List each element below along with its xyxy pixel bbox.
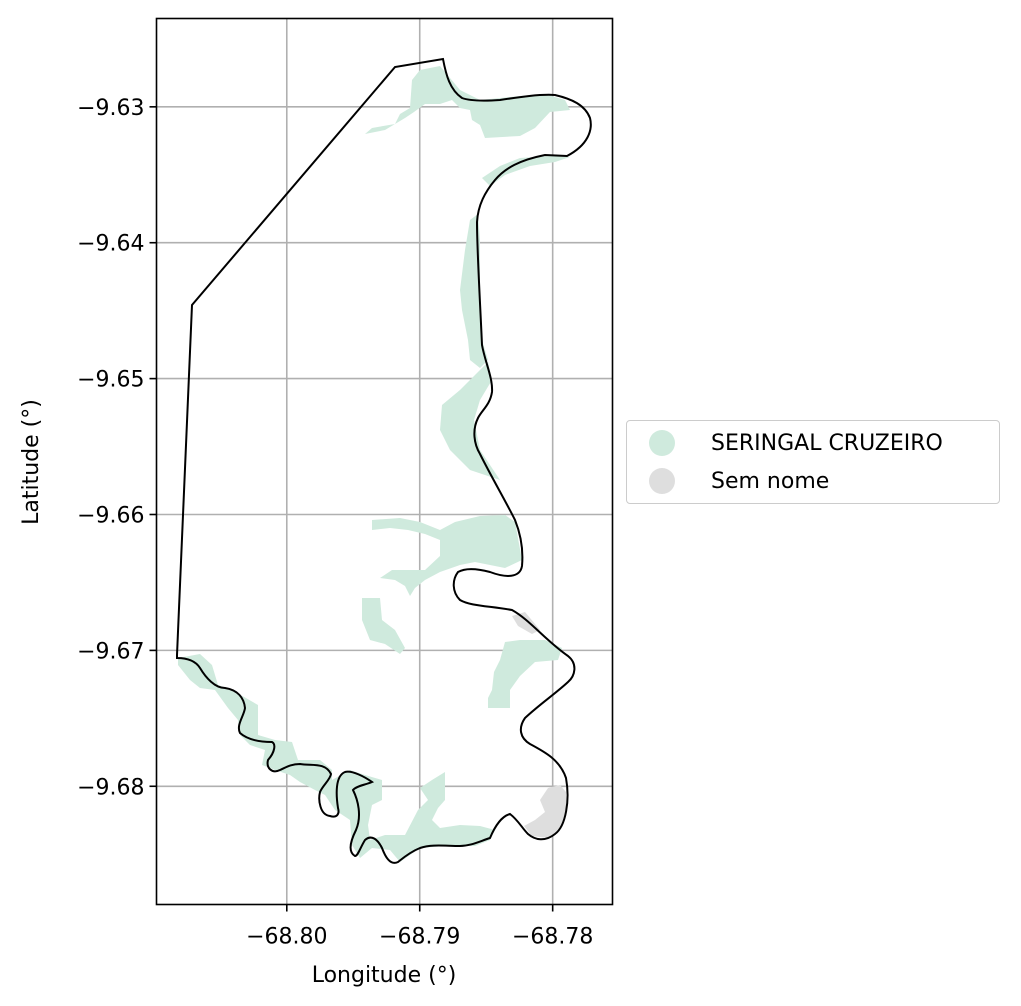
x-tick-label: −68.80 [246, 925, 327, 950]
x-tick-label: −68.78 [512, 925, 593, 950]
region-mid-east-bank [440, 362, 500, 480]
region-upper-east-bank [482, 156, 570, 186]
region-south-east-bank [488, 640, 562, 708]
y-tick-label: −9.65 [77, 368, 144, 393]
y-axis-label: Latitude (°) [19, 399, 44, 525]
legend-swatch-sem-nome [649, 468, 675, 494]
axes-frame [155, 17, 614, 906]
legend-item-seringal: SERINGAL CRUZEIRO [627, 423, 943, 463]
legend-label-seringal: SERINGAL CRUZEIRO [711, 430, 943, 456]
grid-lines [156, 18, 613, 905]
y-tick-label: −9.66 [77, 503, 144, 528]
legend: SERINGAL CRUZEIRO Sem nome [626, 420, 1000, 504]
sem-nome-regions [512, 612, 566, 838]
legend-item-sem-nome: Sem nome [627, 461, 829, 501]
region-center-block [372, 515, 522, 596]
region-west-patch [362, 598, 405, 654]
seringal-cruzeiro-regions [178, 66, 570, 862]
x-axis-label: Longitude (°) [312, 963, 457, 988]
region-southwest-bank [178, 654, 495, 862]
y-tick-label: −9.68 [77, 775, 144, 800]
sem-nome-area-lower [524, 785, 566, 838]
y-tick-label: −9.63 [77, 96, 144, 121]
legend-swatch-seringal [649, 430, 675, 456]
x-ticks: −68.80 −68.79 −68.78 [246, 904, 593, 950]
region-top-riverbank [365, 66, 570, 138]
x-tick-label: −68.79 [379, 925, 460, 950]
y-tick-label: −9.64 [77, 232, 144, 257]
region-east-strip [460, 214, 488, 368]
sem-nome-area-upper [512, 612, 540, 634]
territory-boundary [176, 57, 592, 864]
y-tick-label: −9.67 [77, 639, 144, 664]
legend-label-sem-nome: Sem nome [711, 468, 830, 494]
y-ticks: −9.63 −9.64 −9.65 −9.66 −9.67 −9.68 [77, 96, 157, 800]
